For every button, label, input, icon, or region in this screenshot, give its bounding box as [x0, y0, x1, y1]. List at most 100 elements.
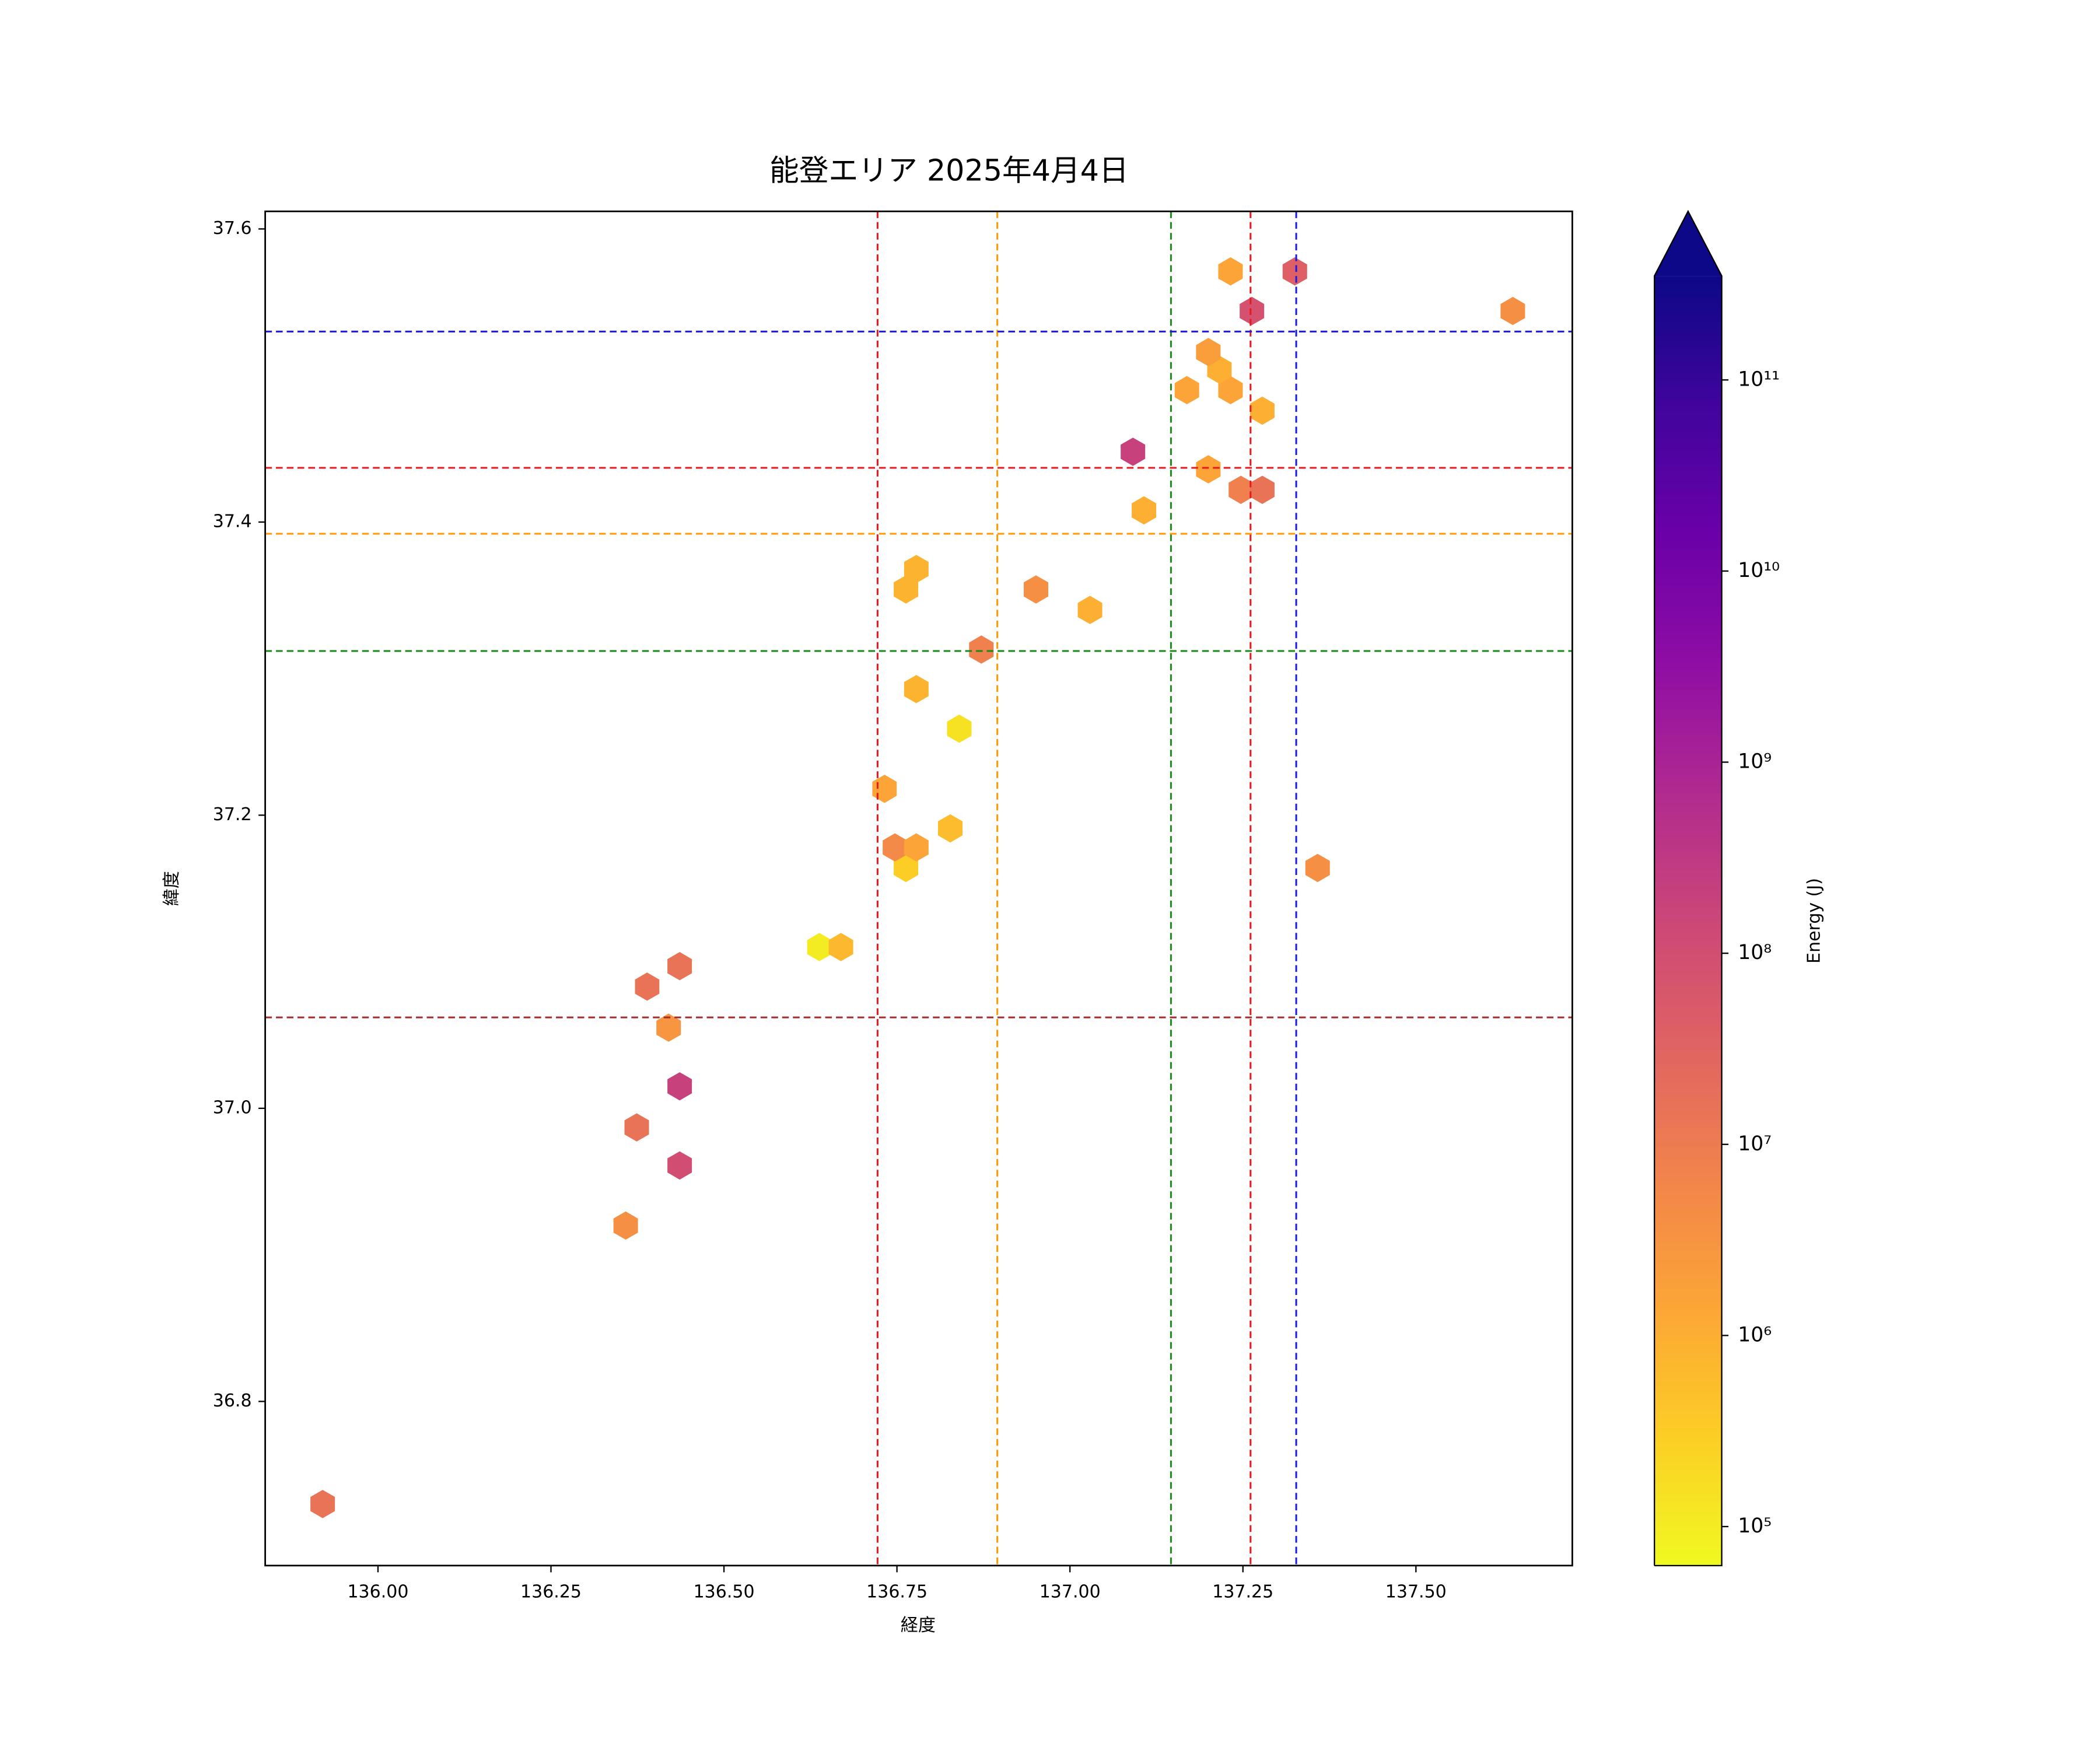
colorbar-segment	[1654, 385, 1722, 393]
colorbar-segment	[1654, 308, 1722, 316]
colorbar-segment	[1654, 527, 1722, 535]
y-tick-label: 36.8	[213, 1391, 252, 1411]
colorbar-segment	[1654, 1294, 1722, 1303]
colorbar-segment	[1654, 663, 1722, 670]
colorbar-segment	[1654, 566, 1722, 573]
colorbar-segment	[1654, 882, 1722, 890]
colorbar-segment	[1654, 1346, 1722, 1354]
colorbar-segment	[1654, 656, 1722, 664]
colorbar-segment	[1654, 1559, 1722, 1567]
colorbar-segment	[1654, 359, 1722, 368]
colorbar-segment	[1654, 1494, 1722, 1502]
hexbin-cell	[1024, 575, 1048, 604]
hexbin-cell	[1174, 376, 1199, 404]
colorbar-segment	[1654, 495, 1722, 503]
colorbar-segment	[1654, 1191, 1722, 1199]
colorbar-segment	[1654, 688, 1722, 696]
colorbar-segment	[1654, 1210, 1722, 1219]
colorbar-segment	[1654, 901, 1722, 909]
chart-title: 能登エリア 2025年4月4日	[769, 153, 1129, 187]
colorbar-segment	[1654, 540, 1722, 548]
colorbar-segment	[1654, 334, 1722, 341]
colorbar-segment	[1654, 1443, 1722, 1451]
colorbar-segment	[1654, 1082, 1722, 1090]
y-tick-label: 37.0	[213, 1097, 252, 1118]
colorbar-segment	[1654, 346, 1722, 355]
colorbar-segment	[1654, 714, 1722, 722]
colorbar-segment	[1654, 611, 1722, 619]
colorbar-segment	[1654, 1017, 1722, 1025]
hexbin-cell	[1196, 455, 1221, 484]
colorbar-segment	[1654, 1237, 1722, 1244]
hexbin-cell	[807, 933, 832, 961]
colorbar-segment	[1654, 708, 1722, 716]
colorbar-tick-label: 10⁸	[1738, 941, 1772, 964]
colorbar-segment	[1654, 508, 1722, 516]
colorbar-segment	[1654, 740, 1722, 748]
colorbar-segment	[1654, 998, 1722, 1006]
colorbar-segment	[1654, 733, 1722, 741]
colorbar-segment	[1654, 830, 1722, 838]
x-tick-label: 136.50	[694, 1582, 755, 1602]
colorbar-segment	[1654, 760, 1722, 767]
colorbar-segment	[1654, 1140, 1722, 1147]
colorbar-segment	[1654, 398, 1722, 406]
colorbar-segment	[1654, 1075, 1722, 1083]
colorbar-segment	[1654, 1539, 1722, 1548]
colorbar-segment	[1654, 1223, 1722, 1231]
hexbin-cell	[894, 575, 919, 604]
hexbin-cell	[1240, 296, 1265, 326]
colorbar-segment	[1654, 1353, 1722, 1360]
colorbar-segment	[1654, 940, 1722, 948]
colorbar-segment	[1654, 978, 1722, 986]
colorbar-segment	[1654, 1088, 1722, 1096]
hexbin-cell	[1305, 853, 1330, 883]
colorbar-segment	[1654, 282, 1722, 290]
hexbin-cell	[624, 1113, 649, 1142]
colorbar-segment	[1654, 650, 1722, 657]
colorbar-segment	[1654, 1250, 1722, 1257]
colorbar-segment	[1654, 1398, 1722, 1405]
colorbar-segment	[1654, 1527, 1722, 1534]
colorbar-segment	[1654, 643, 1722, 651]
x-tick-label: 137.50	[1385, 1582, 1447, 1602]
colorbar-segment	[1654, 1359, 1722, 1367]
hexbin-cell	[1250, 475, 1275, 504]
colorbar-segment	[1654, 1520, 1722, 1528]
colorbar-segment	[1654, 856, 1722, 864]
colorbar-outline	[1653, 209, 1723, 1566]
colorbar-segment	[1654, 534, 1722, 541]
colorbar-segment	[1654, 992, 1722, 999]
colorbar-segment	[1654, 895, 1722, 902]
colorbar-segment	[1654, 727, 1722, 735]
hexbin-cell	[667, 1151, 692, 1180]
colorbar-segment	[1654, 392, 1722, 400]
colorbar-segment	[1654, 501, 1722, 509]
colorbar-segment	[1654, 604, 1722, 612]
colorbar-segment	[1654, 1256, 1722, 1264]
colorbar-segment	[1654, 804, 1722, 812]
colorbar-segment	[1654, 1475, 1722, 1483]
x-axis-label: 経度	[901, 1615, 936, 1636]
colorbar-segment	[1654, 849, 1722, 858]
colorbar-segment	[1654, 772, 1722, 780]
colorbar-segment	[1654, 798, 1722, 806]
colorbar-segment	[1654, 1037, 1722, 1044]
colorbar-segment	[1654, 1127, 1722, 1135]
hexbin-cell	[1250, 396, 1275, 425]
colorbar-segment	[1654, 747, 1722, 754]
colorbar-segment	[1654, 1269, 1722, 1276]
colorbar-segment	[1654, 959, 1722, 967]
colorbar-segment	[1654, 456, 1722, 464]
colorbar-segment	[1654, 1146, 1722, 1154]
colorbar-segment	[1654, 779, 1722, 786]
colorbar-segment	[1654, 1094, 1722, 1102]
colorbar-segment	[1654, 1024, 1722, 1031]
colorbar-segment	[1654, 617, 1722, 625]
colorbar-segment	[1654, 302, 1722, 309]
hexbin-cell	[1121, 438, 1146, 466]
colorbar-segment	[1654, 1372, 1722, 1380]
colorbar-segment	[1654, 676, 1722, 683]
colorbar-segment	[1654, 475, 1722, 484]
